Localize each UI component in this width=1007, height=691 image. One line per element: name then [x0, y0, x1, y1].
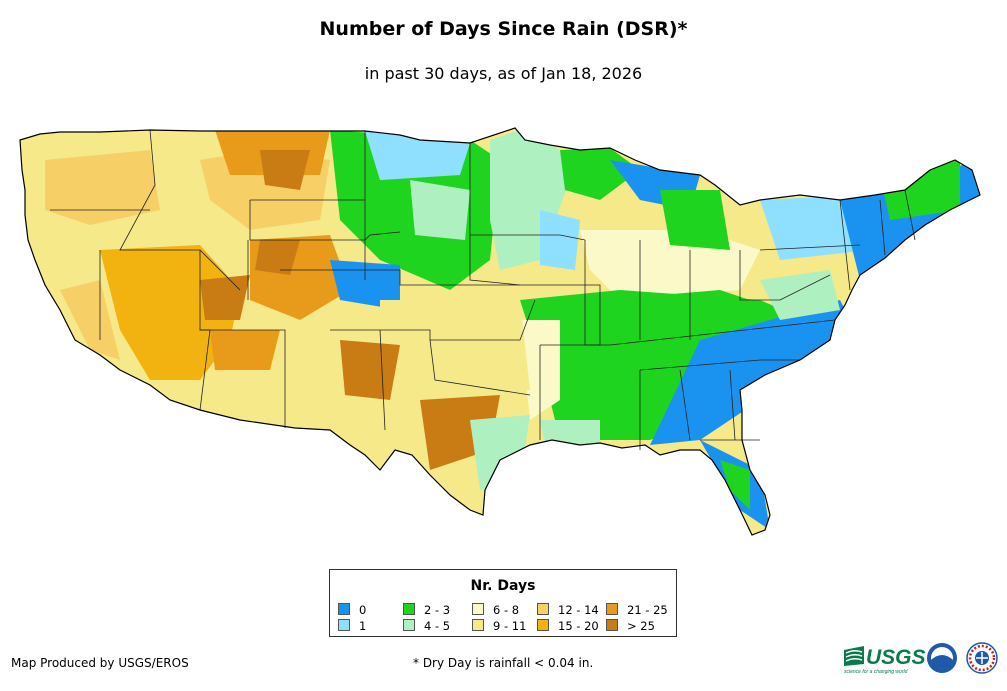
dsr-regions: [20, 128, 980, 535]
agency-logos: USGS science for a changing world noaa: [844, 642, 998, 675]
legend-swatch: [403, 619, 415, 631]
legend-swatch: [472, 603, 484, 615]
legend-swatch: [338, 603, 350, 615]
svg-text:noaa: noaa: [935, 656, 950, 662]
usgs-logo: USGS science for a changing world: [844, 646, 926, 675]
dry-day-footnote: * Dry Day is rainfall < 0.04 in.: [413, 656, 594, 670]
svg-text:science for a changing world: science for a changing world: [844, 669, 908, 675]
legend-item: 9 - 11: [472, 619, 526, 633]
legend-item: 4 - 5: [403, 619, 450, 633]
legend-item: 15 - 20: [537, 619, 599, 633]
nws-logo: [966, 642, 998, 674]
legend-swatch: [338, 619, 350, 631]
legend-item: 1: [338, 619, 366, 633]
legend-item: 21 - 25: [606, 603, 668, 617]
noaa-logo: noaa: [927, 643, 957, 673]
legend-swatch: [537, 619, 549, 631]
svg-text:USGS: USGS: [866, 646, 926, 669]
legend-title: Nr. Days: [470, 578, 536, 594]
conus-dsr-map: [19, 127, 981, 536]
state-borders: [50, 129, 916, 450]
legend-item: 0: [338, 603, 366, 617]
legend-item: 2 - 3: [403, 603, 450, 617]
legend-swatch: [606, 619, 618, 631]
map-title: Number of Days Since Rain (DSR)*: [319, 18, 688, 40]
legend-item: 12 - 14: [537, 603, 599, 617]
legend-swatch: [606, 603, 618, 615]
legend-swatch: [472, 619, 484, 631]
map-credit: Map Produced by USGS/EROS: [11, 656, 189, 670]
legend-item: 6 - 8: [472, 603, 519, 617]
legend-swatch: [537, 603, 549, 615]
legend: Nr. Days 0 1 2 - 3 4 - 5 6 - 8 9 - 11 12…: [329, 569, 677, 637]
legend-swatch: [403, 603, 415, 615]
legend-item: > 25: [606, 619, 655, 633]
map-subtitle: in past 30 days, as of Jan 18, 2026: [364, 64, 643, 83]
